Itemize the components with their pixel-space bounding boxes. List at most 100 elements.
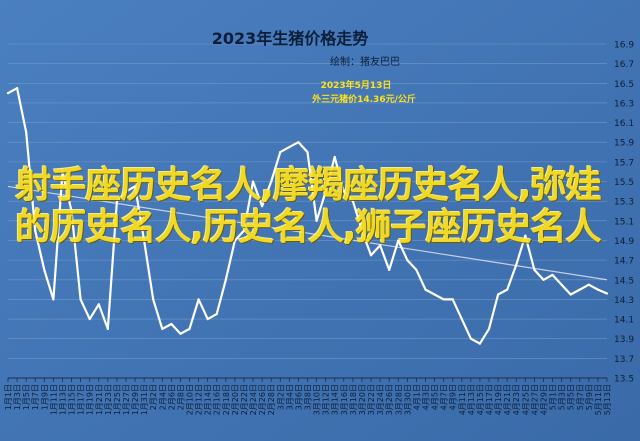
data-point: [524, 234, 527, 237]
x-tick-label: 1月7日: [31, 384, 40, 410]
y-tick-label: 15.1: [614, 217, 634, 227]
x-tick-label: 4月27日: [530, 384, 539, 415]
data-point: [279, 150, 282, 154]
x-tick-label: 5月11日: [594, 384, 603, 415]
data-point: [388, 268, 391, 272]
data-point: [442, 298, 445, 301]
x-tick-label: 3月10日: [313, 384, 322, 415]
y-tick-label: 13.9: [614, 335, 634, 345]
y-tick-label: 14.9: [614, 237, 634, 247]
data-point: [179, 332, 182, 335]
x-tick-label: 2月4日: [158, 384, 167, 410]
x-tick-label: 2月22日: [240, 384, 249, 415]
x-tick-label: 2月20日: [231, 384, 240, 415]
x-tick-label: 4月7日: [440, 384, 449, 410]
x-tick-label: 3月18日: [349, 384, 358, 415]
x-tick-label: 1月3日: [13, 384, 22, 410]
data-point: [143, 239, 146, 242]
data-point: [460, 317, 463, 321]
x-tick-label: 4月13日: [467, 384, 476, 415]
data-point: [197, 298, 200, 301]
x-tick-label: 4月1日: [412, 384, 421, 410]
x-tick-label: 2月18日: [222, 384, 231, 415]
x-tick-label: 5月13日: [603, 384, 612, 415]
data-point: [351, 200, 354, 203]
x-tick-label: 3月6日: [294, 384, 303, 410]
data-point: [551, 273, 554, 276]
x-tick-label: 1月23日: [104, 384, 113, 415]
data-point: [25, 131, 28, 134]
x-tick-label: 2月2日: [149, 384, 158, 410]
data-point: [15, 87, 19, 90]
x-tick-label: 2月16日: [213, 384, 222, 415]
data-point: [478, 342, 482, 345]
data-point: [61, 170, 64, 173]
y-tick-label: 14.3: [614, 296, 634, 306]
data-point: [261, 204, 264, 208]
data-point: [496, 293, 500, 296]
data-point: [578, 288, 581, 291]
data-point: [515, 263, 518, 267]
data-point: [34, 229, 37, 232]
x-tick-label: 4月19日: [494, 384, 503, 415]
chart-subtitle: 绘制：猪友巴巴: [330, 55, 400, 68]
x-tick-label: 5月5日: [567, 384, 576, 410]
x-tick-label: 3月28日: [394, 384, 403, 415]
data-point: [324, 190, 327, 193]
x-tick-label: 1月25日: [113, 384, 122, 415]
x-tick-label: 3月4日: [285, 384, 294, 410]
data-point: [605, 292, 609, 295]
x-tick-label: 3月14日: [331, 384, 340, 415]
x-tick-label: 1月15日: [68, 384, 77, 415]
data-point: [52, 298, 55, 301]
data-point: [43, 268, 46, 272]
data-point: [506, 288, 509, 291]
x-tick-label: 1月17日: [77, 384, 86, 415]
x-tick-label: 1月11日: [49, 384, 58, 415]
x-tick-label: 4月9日: [449, 384, 458, 410]
x-tick-label: 1月27日: [122, 384, 131, 415]
annotation-price: 外三元猪价14.36元/公斤: [311, 93, 416, 105]
x-tick-label: 4月29日: [539, 384, 548, 415]
data-point: [587, 283, 590, 286]
data-point: [424, 288, 427, 291]
data-point: [70, 209, 73, 213]
data-point: [533, 268, 536, 272]
data-point: [215, 313, 218, 316]
data-point: [415, 268, 418, 272]
data-point: [333, 155, 336, 159]
y-tick-label: 15.7: [614, 158, 634, 168]
data-point: [288, 146, 291, 149]
x-tick-label: 4月23日: [512, 384, 521, 415]
x-tick-label: 2月14日: [204, 384, 213, 415]
y-tick-label: 16.3: [614, 99, 634, 109]
data-point: [206, 317, 209, 321]
trend-line: [7, 185, 608, 281]
data-point: [161, 327, 164, 330]
data-point: [88, 317, 91, 321]
y-tick-label: 16.5: [614, 80, 634, 90]
x-tick-label: 3月26日: [385, 384, 394, 415]
data-point: [487, 327, 491, 330]
x-tick-label: 4月5日: [431, 384, 440, 410]
x-tick-label: 4月15日: [476, 384, 485, 415]
y-tick-label: 13.7: [614, 355, 634, 365]
x-tick-label: 2月10日: [186, 384, 195, 415]
x-tick-label: 1月19日: [86, 384, 95, 415]
data-point: [469, 337, 472, 340]
x-tick-label: 1月1日: [4, 384, 13, 410]
data-point: [224, 278, 227, 281]
data-point: [106, 327, 109, 330]
data-point: [152, 298, 155, 301]
x-tick-label: 4月25日: [521, 384, 530, 415]
x-tick-label: 3月2日: [276, 384, 285, 410]
x-tick-label: 2月8日: [176, 384, 185, 410]
x-tick-label: 1月31日: [140, 384, 149, 415]
x-tick-label: 3月30日: [403, 384, 412, 415]
x-tick-label: 2月6日: [167, 384, 176, 410]
data-point: [542, 278, 545, 281]
data-point: [406, 259, 409, 262]
data-point: [306, 150, 309, 154]
